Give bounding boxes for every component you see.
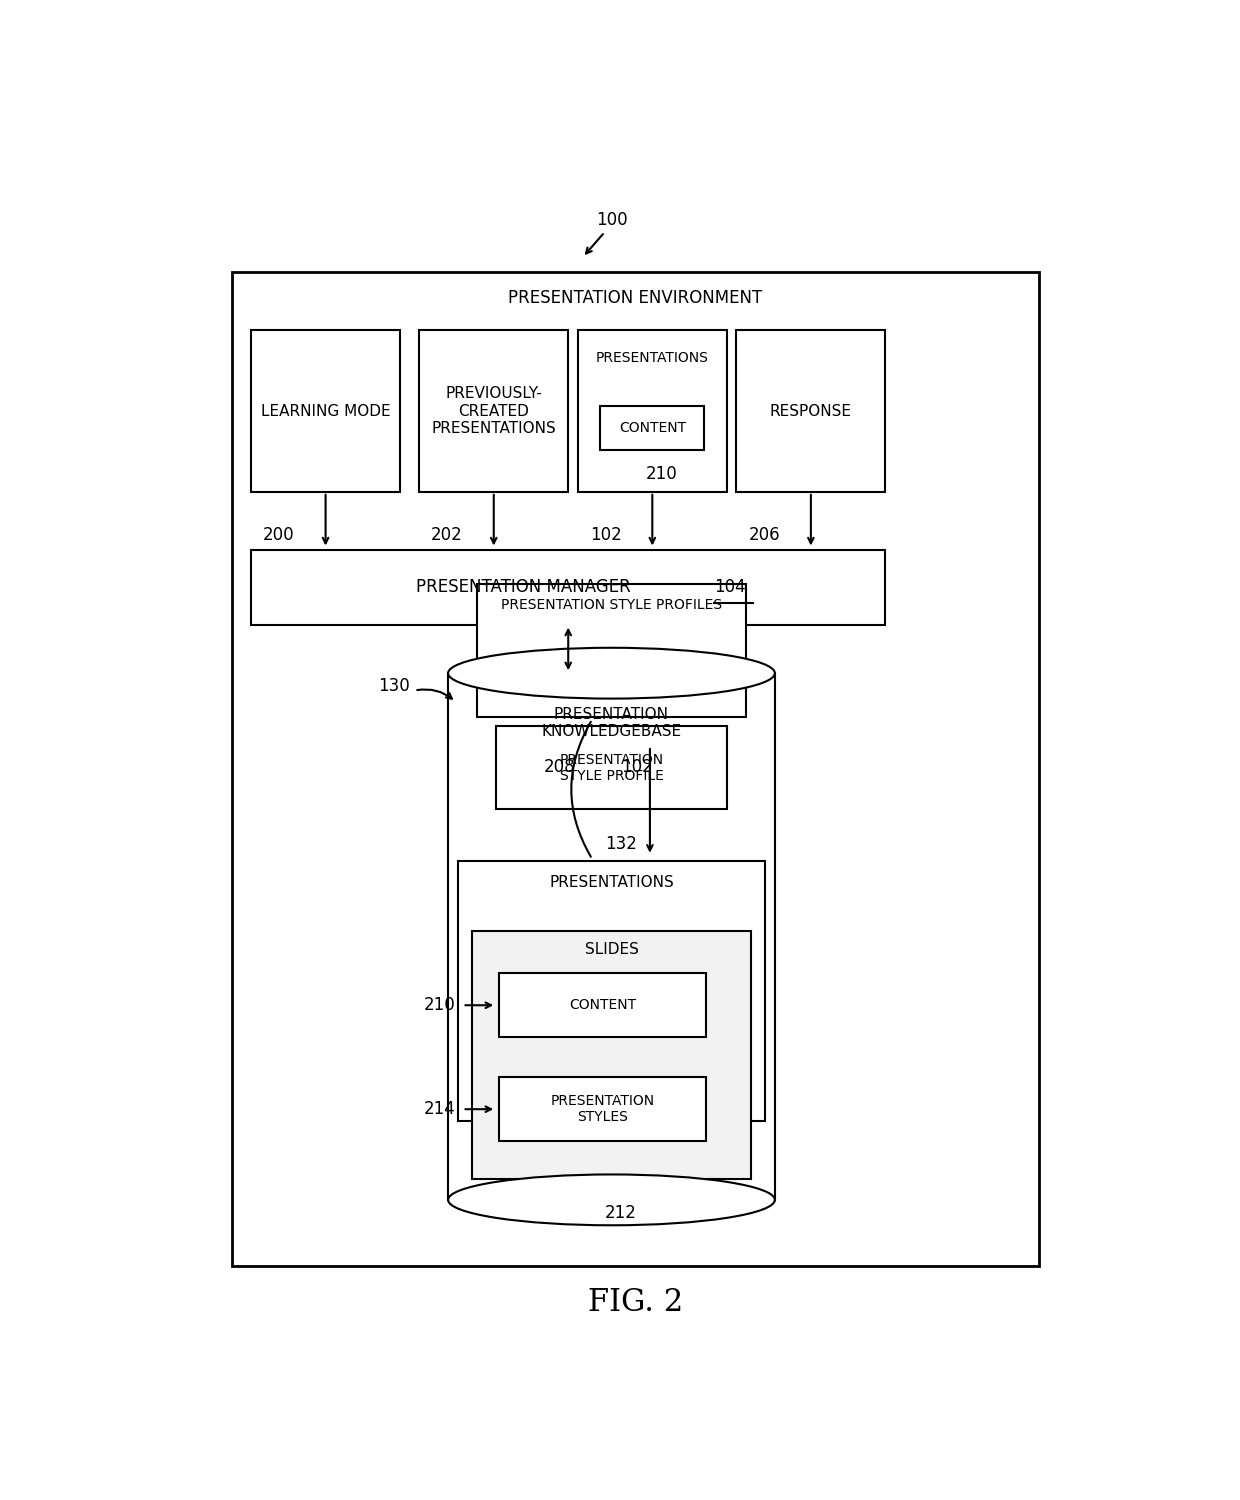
FancyBboxPatch shape <box>472 930 751 1179</box>
Text: 104: 104 <box>714 578 745 596</box>
Text: PRESENTATION MANAGER: PRESENTATION MANAGER <box>417 578 631 596</box>
Text: 200: 200 <box>263 526 295 544</box>
Text: 102: 102 <box>590 526 621 544</box>
Text: 132: 132 <box>605 836 637 854</box>
Text: PRESENTATION ENVIRONMENT: PRESENTATION ENVIRONMENT <box>508 290 763 308</box>
Text: CONTENT: CONTENT <box>569 998 636 1012</box>
Text: 100: 100 <box>595 210 627 228</box>
Text: PREVIOUSLY-
CREATED
PRESENTATIONS: PREVIOUSLY- CREATED PRESENTATIONS <box>432 386 556 436</box>
Text: 208: 208 <box>544 758 575 776</box>
FancyBboxPatch shape <box>448 674 775 1200</box>
Text: PRESENTATIONS: PRESENTATIONS <box>596 351 709 364</box>
FancyBboxPatch shape <box>578 330 727 492</box>
Text: 210: 210 <box>424 996 456 1014</box>
Text: SLIDES: SLIDES <box>584 942 639 957</box>
Text: PRESENTATIONS: PRESENTATIONS <box>549 874 673 890</box>
FancyBboxPatch shape <box>737 330 885 492</box>
FancyBboxPatch shape <box>419 330 568 492</box>
Ellipse shape <box>448 648 775 699</box>
FancyBboxPatch shape <box>496 726 727 810</box>
FancyBboxPatch shape <box>498 1077 706 1142</box>
Text: 206: 206 <box>748 526 780 544</box>
FancyBboxPatch shape <box>600 406 704 450</box>
Text: 102: 102 <box>621 758 652 776</box>
FancyBboxPatch shape <box>458 861 765 1122</box>
FancyBboxPatch shape <box>498 974 706 1036</box>
Text: CONTENT: CONTENT <box>619 422 686 435</box>
FancyBboxPatch shape <box>250 330 401 492</box>
Text: PRESENTATION
STYLE PROFILE: PRESENTATION STYLE PROFILE <box>559 753 663 783</box>
Ellipse shape <box>448 1174 775 1225</box>
Text: PRESENTATION STYLE PROFILES: PRESENTATION STYLE PROFILES <box>501 598 722 612</box>
Text: 210: 210 <box>646 465 678 483</box>
Text: PRESENTATION
STYLES: PRESENTATION STYLES <box>551 1094 655 1125</box>
Text: FIG. 2: FIG. 2 <box>588 1287 683 1318</box>
Text: LEARNING MODE: LEARNING MODE <box>260 404 391 418</box>
FancyBboxPatch shape <box>477 585 746 717</box>
Text: PRESENTATION
KNOWLEDGEBASE: PRESENTATION KNOWLEDGEBASE <box>542 706 682 740</box>
Text: 130: 130 <box>378 676 409 694</box>
FancyBboxPatch shape <box>232 273 1039 1266</box>
Text: 202: 202 <box>432 526 463 544</box>
Text: 214: 214 <box>424 1100 456 1118</box>
FancyBboxPatch shape <box>250 549 885 624</box>
Text: 212: 212 <box>605 1204 637 1222</box>
Text: RESPONSE: RESPONSE <box>770 404 852 418</box>
